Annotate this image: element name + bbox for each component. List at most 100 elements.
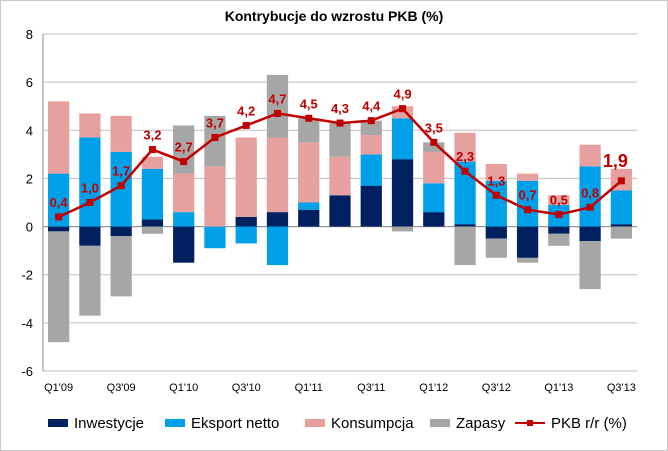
bar-inwestycje xyxy=(391,159,414,227)
bar-zapasy xyxy=(391,226,414,232)
pkb-data-label: 4,9 xyxy=(393,87,411,102)
bar-konsumpcja xyxy=(204,166,226,227)
bar-inwestycje xyxy=(360,185,382,227)
bar-konsumpcja xyxy=(485,163,507,181)
y-tick-label: 6 xyxy=(26,75,33,90)
bar-eksport-netto xyxy=(454,161,476,225)
legend-label: PKB r/r (%) xyxy=(551,414,627,432)
bar-konsumpcja xyxy=(360,135,382,155)
bar-zapasy xyxy=(48,231,70,343)
pkb-marker xyxy=(524,206,532,214)
pkb-marker xyxy=(336,119,344,127)
pkb-marker xyxy=(492,191,500,199)
legend-item: Eksport netto xyxy=(165,410,279,436)
pkb-marker xyxy=(273,109,281,117)
y-tick-label: 0 xyxy=(26,220,33,235)
x-tick-label: Q3'11 xyxy=(357,382,385,394)
bar-inwestycje xyxy=(579,226,601,242)
x-tick-label: Q3'09 xyxy=(107,382,136,394)
bar-inwestycje xyxy=(110,226,132,237)
bar-zapasy xyxy=(298,118,320,143)
bar-konsumpcja xyxy=(266,137,289,213)
bar-zapasy xyxy=(485,238,507,258)
bar-konsumpcja xyxy=(298,142,320,203)
bar-eksport-netto xyxy=(360,154,382,186)
pkb-data-label: 4,3 xyxy=(331,101,349,116)
bar-konsumpcja xyxy=(548,195,570,205)
bar-konsumpcja xyxy=(79,113,101,138)
y-tick-label: -4 xyxy=(21,316,33,331)
x-tick-label: Q1'11 xyxy=(295,382,323,394)
y-tick-label: 4 xyxy=(26,123,33,138)
bar-konsumpcja xyxy=(235,137,257,217)
pkb-marker xyxy=(555,211,563,219)
pkb-marker xyxy=(211,134,219,142)
bar-zapasy xyxy=(141,226,164,234)
pkb-marker xyxy=(399,105,407,113)
pkb-marker xyxy=(617,177,625,185)
pkb-marker xyxy=(461,167,469,175)
legend-line-marker xyxy=(515,419,545,427)
x-tick-label: Q3'13 xyxy=(607,382,636,394)
x-tick-label: Q1'13 xyxy=(544,382,573,394)
bar-zapasy xyxy=(548,233,570,246)
y-tick-label: 8 xyxy=(26,27,33,42)
bar-eksport-netto xyxy=(204,226,226,249)
legend-label: Zapasy xyxy=(456,414,506,432)
pkb-data-label: 2,3 xyxy=(456,149,474,164)
pkb-marker xyxy=(148,146,156,154)
bar-zapasy xyxy=(423,142,445,152)
chart-plot: -6 -4 -2 0 2 4 6 8 Q1'09 Q3'09 Q1'10 Q3'10 Q1'11 Q3'1… xyxy=(21,27,637,394)
legend-swatch xyxy=(48,419,68,427)
pkb-marker xyxy=(180,158,188,166)
bar-zapasy xyxy=(579,241,601,290)
bar-eksport-netto xyxy=(173,212,195,227)
bar-zapasy xyxy=(266,74,289,138)
legend-item: PKB r/r (%) xyxy=(515,410,627,436)
bar-konsumpcja xyxy=(141,156,164,169)
bar-zapasy xyxy=(204,115,226,167)
pkb-data-label: 3,7 xyxy=(206,116,224,131)
bar-konsumpcja xyxy=(329,156,351,196)
pkb-data-label: 4,2 xyxy=(237,103,255,118)
pkb-data-label: 3,5 xyxy=(425,120,443,135)
bar-inwestycje xyxy=(610,224,632,227)
bar-zapasy xyxy=(516,257,539,263)
bar-eksport-netto xyxy=(266,226,289,266)
bar-inwestycje xyxy=(516,226,539,258)
bar-eksport-netto xyxy=(298,202,320,210)
chart-title: Kontrybucje do wzrostu PKB (%) xyxy=(224,8,444,24)
pkb-data-label: 1,3 xyxy=(487,173,505,188)
pkb-marker xyxy=(86,199,94,206)
bar-zapasy xyxy=(110,236,132,297)
pkb-data-label: 1,0 xyxy=(81,181,99,196)
bar-inwestycje xyxy=(266,212,289,227)
pkb-data-label: 2,7 xyxy=(175,140,193,155)
x-tick-label: Q3'10 xyxy=(232,382,261,394)
x-tick-label: Q3'12 xyxy=(482,382,511,394)
pkb-data-label: 4,4 xyxy=(362,99,381,114)
y-tick-label: 2 xyxy=(26,171,33,186)
pkb-marker xyxy=(55,213,63,221)
pkb-data-label: 3,2 xyxy=(143,128,161,143)
bar-zapasy xyxy=(610,226,632,239)
bar-inwestycje xyxy=(298,209,320,227)
bar-eksport-netto xyxy=(235,226,257,244)
bar-zapasy xyxy=(360,120,382,136)
bar-eksport-netto xyxy=(110,151,132,227)
legend-item: Zapasy xyxy=(430,410,505,436)
bar-inwestycje xyxy=(548,226,570,234)
bar-konsumpcja xyxy=(454,132,476,162)
pkb-marker xyxy=(305,114,313,122)
pkb-data-label: 1,9 xyxy=(603,151,628,171)
bar-eksport-netto xyxy=(141,168,164,220)
pkb-marker xyxy=(586,203,594,211)
bar-konsumpcja xyxy=(516,173,539,181)
bar-konsumpcja xyxy=(110,115,132,152)
legend-swatch xyxy=(165,419,185,427)
y-tick-label: -6 xyxy=(21,364,33,379)
bar-zapasy xyxy=(329,123,351,157)
bar-eksport-netto xyxy=(516,180,539,227)
x-tick-label: Q1'10 xyxy=(169,382,198,394)
bar-konsumpcja xyxy=(423,151,445,184)
